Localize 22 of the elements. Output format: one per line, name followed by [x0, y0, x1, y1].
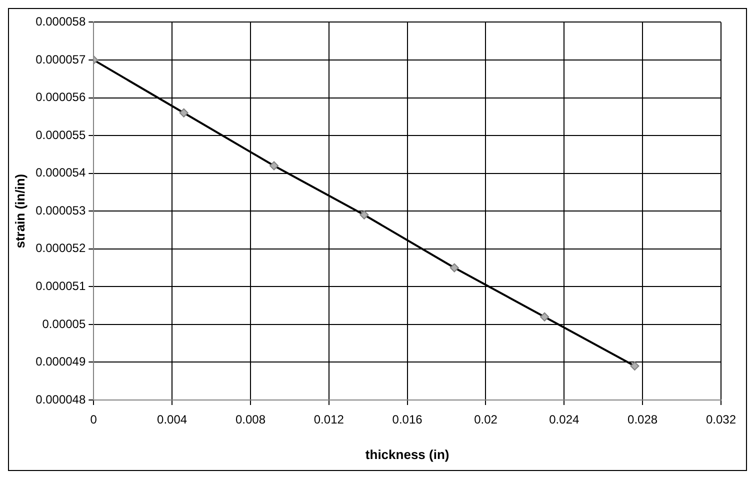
x-tick-label: 0.016: [392, 412, 423, 427]
y-tick-label: 0.000057: [36, 52, 86, 66]
x-tick-label: 0.02: [474, 412, 498, 427]
y-tick-label: 0.00005: [42, 316, 86, 331]
y-tick-label: 0.000056: [36, 90, 86, 104]
x-tick-label: 0.008: [235, 412, 266, 427]
y-tick-label: 0.000054: [36, 166, 86, 180]
y-tick-label: 0.000053: [36, 203, 86, 218]
x-tick-label: 0.024: [549, 412, 580, 427]
x-tick-label: 0.028: [628, 412, 658, 427]
y-axis-title: strain (in/in): [12, 174, 28, 248]
y-tick-label: 0.000049: [36, 354, 86, 369]
y-tick-label: 0.000051: [36, 278, 86, 293]
y-tick-label: 0.000048: [36, 392, 86, 406]
y-tick-label: 0.000052: [36, 241, 86, 256]
y-tick-label: 0.000055: [36, 128, 86, 142]
x-tick-label: 0: [90, 412, 98, 427]
x-tick-label: 0.032: [706, 412, 736, 427]
x-tick-label: 0.012: [314, 412, 344, 427]
x-tick-label: 0.004: [157, 412, 188, 427]
x-axis-title: thickness (in): [365, 446, 450, 462]
y-tick-label: 0.000058: [36, 14, 86, 29]
